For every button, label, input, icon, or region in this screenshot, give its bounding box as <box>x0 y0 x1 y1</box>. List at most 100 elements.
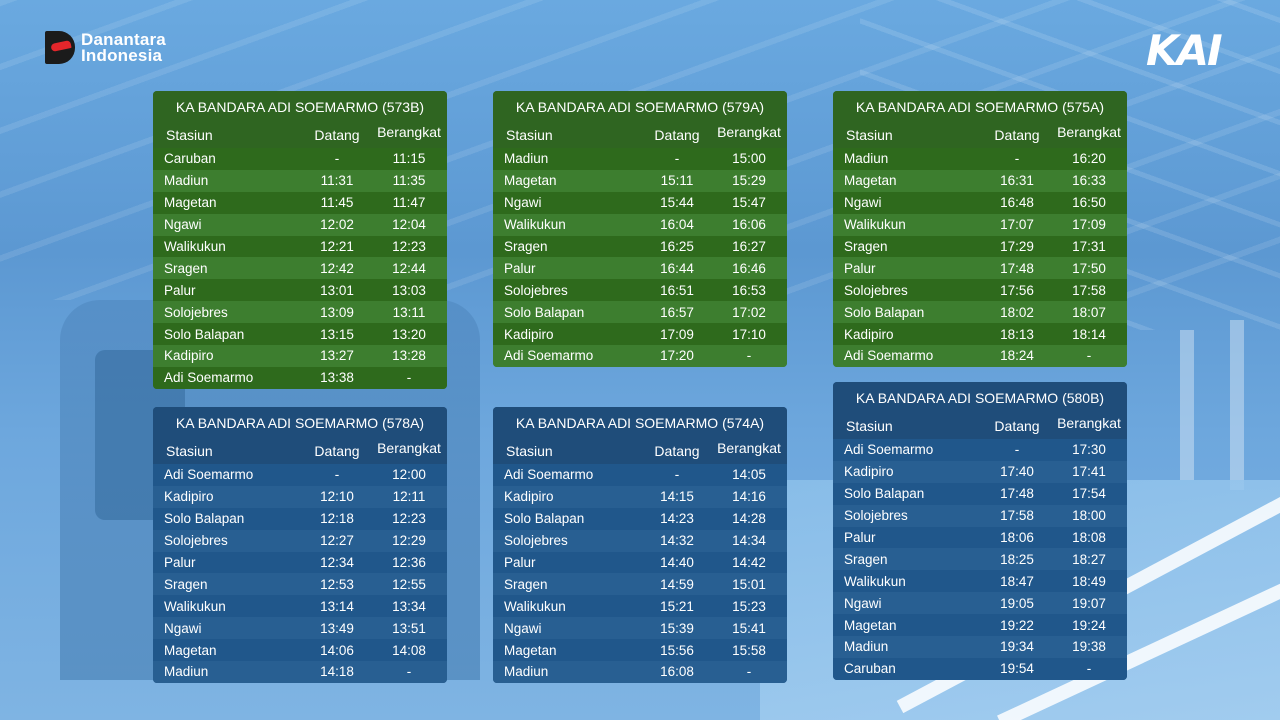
table-row: Solojebres 12:27 12:29 <box>153 529 447 552</box>
arrive-cell: 14:06 <box>320 642 354 658</box>
schedule-header-row: Stasiun Datang Berangkat <box>153 121 447 148</box>
schedule-rows: Adi Soemarmo - 12:00 Kadipiro 12:10 12:11 Solo… <box>153 464 447 683</box>
station-cell: Madiun <box>844 639 889 655</box>
table-row: Palur 17:48 17:50 <box>833 257 1127 280</box>
depart-cell: 16:53 <box>732 282 766 298</box>
depart-cell: 17:30 <box>1072 442 1106 458</box>
table-row: Adi Soemarmo 18:24 - <box>833 345 1127 367</box>
arrive-cell: 11:31 <box>320 173 354 189</box>
table-row: Walikukun 16:04 16:06 <box>493 213 787 236</box>
header-station: Stasiun <box>166 126 213 143</box>
header-depart: Berangkat <box>1057 123 1121 140</box>
schedule-rows: Madiun - 16:20 Magetan 16:31 16:33 Ngawi 16:48 1… <box>833 148 1127 367</box>
table-row: Walikukun 18:47 18:49 <box>833 570 1127 593</box>
table-row: Solo Balapan 18:02 18:07 <box>833 301 1127 324</box>
arrive-cell: - <box>334 467 340 483</box>
depart-cell: 13:20 <box>392 326 426 342</box>
depart-cell: 19:07 <box>1072 595 1106 611</box>
station-cell: Madiun <box>844 151 889 167</box>
station-cell: Caruban <box>844 661 896 677</box>
header-station: Stasiun <box>846 417 893 434</box>
arrive-cell: 12:10 <box>320 489 354 505</box>
station-cell: Sragen <box>504 239 548 254</box>
arrive-cell: - <box>1014 151 1020 167</box>
table-row: Ngawi 13:49 13:51 <box>153 617 447 640</box>
arrive-cell: 18:06 <box>1000 530 1034 545</box>
danantara-logo-line1: Danantara <box>81 29 166 49</box>
arrive-cell: 13:49 <box>320 620 354 636</box>
table-row: Adi Soemarmo - 14:05 <box>493 464 787 486</box>
depart-cell: 14:16 <box>732 489 766 505</box>
station-cell: Ngawi <box>504 620 542 636</box>
station-cell: Sragen <box>504 576 548 592</box>
table-row: Palur 18:06 18:08 <box>833 526 1127 549</box>
station-cell: Kadipiro <box>164 348 214 364</box>
depart-cell: 14:42 <box>732 555 766 570</box>
arrive-cell: 13:38 <box>320 370 354 386</box>
station-cell: Kadipiro <box>844 464 894 480</box>
depart-cell: 16:50 <box>1072 195 1106 211</box>
table-row: Solo Balapan 13:15 13:20 <box>153 323 447 346</box>
depart-cell: 15:23 <box>732 598 766 614</box>
table-row: Adi Soemarmo - 12:00 <box>153 464 447 486</box>
depart-cell: 12:00 <box>392 467 426 483</box>
station-cell: Ngawi <box>504 195 542 211</box>
schedule-card: KA BANDARA ADI SOEMARMO (578A) Stasiun Dat… <box>153 407 447 683</box>
station-cell: Walikukun <box>164 598 226 614</box>
table-row: Magetan 15:11 15:29 <box>493 169 787 192</box>
table-row: Walikukun 12:21 12:23 <box>153 235 447 258</box>
arrive-cell: 16:25 <box>660 239 694 254</box>
danantara-logo-line2: Indonesia <box>81 45 163 65</box>
depart-cell: 16:33 <box>1072 173 1106 189</box>
header-depart: Berangkat <box>717 439 781 456</box>
station-cell: Palur <box>844 530 876 545</box>
arrive-cell: 14:59 <box>660 576 694 592</box>
depart-cell: 14:34 <box>732 533 766 549</box>
arrive-cell: 12:53 <box>320 576 354 592</box>
schedule-rows: Madiun - 15:00 Magetan 15:11 15:29 Ngawi 15:44 1… <box>493 148 787 367</box>
arrive-cell: 13:09 <box>320 304 354 320</box>
depart-cell: 11:47 <box>392 195 426 211</box>
arrive-cell: 18:13 <box>1000 326 1034 342</box>
station-cell: Magetan <box>164 195 217 211</box>
arrive-cell: 17:48 <box>1000 486 1034 502</box>
table-row: Madiun 16:08 - <box>493 661 787 683</box>
table-row: Magetan 19:22 19:24 <box>833 614 1127 637</box>
table-row: Palur 13:01 13:03 <box>153 279 447 302</box>
station-cell: Ngawi <box>844 595 882 611</box>
depart-cell: 12:44 <box>392 260 426 276</box>
danantara-logo-icon <box>45 31 75 64</box>
arrive-cell: 19:54 <box>1000 661 1034 677</box>
table-row: Kadipiro 17:40 17:41 <box>833 460 1127 483</box>
arrive-cell: 15:39 <box>660 620 694 636</box>
arrive-cell: 15:11 <box>660 173 694 189</box>
arrive-cell: 18:02 <box>1000 304 1034 320</box>
station-cell: Walikukun <box>844 573 906 589</box>
arrive-cell: 19:05 <box>1000 595 1034 611</box>
schedule-rows: Caruban - 11:15 Madiun 11:31 11:35 Magetan 11:4… <box>153 148 447 389</box>
kai-logo: KAI <box>1146 30 1238 72</box>
header-arrive: Datang <box>654 442 700 459</box>
table-row: Madiun - 16:20 <box>833 148 1127 170</box>
header-station: Stasiun <box>846 126 893 143</box>
arrive-cell: 19:34 <box>1000 639 1034 655</box>
table-row: Adi Soemarmo 17:20 - <box>493 345 787 367</box>
schedule-header-row: Stasiun Datang Berangkat <box>493 121 787 148</box>
depart-cell: 15:01 <box>732 576 766 592</box>
station-cell: Madiun <box>504 664 549 680</box>
station-cell: Solojebres <box>504 533 568 549</box>
arrive-cell: 12:34 <box>320 555 354 570</box>
depart-cell: 18:49 <box>1072 573 1106 589</box>
station-cell: Solojebres <box>844 282 908 298</box>
table-row: Kadipiro 12:10 12:11 <box>153 485 447 508</box>
depart-cell: 19:38 <box>1072 639 1106 655</box>
depart-cell: 16:27 <box>732 239 766 254</box>
kai-logo-text: KAI <box>1146 26 1223 75</box>
station-cell: Palur <box>504 555 536 570</box>
station-cell: Kadipiro <box>504 326 554 342</box>
table-row: Kadipiro 18:13 18:14 <box>833 323 1127 346</box>
arrive-cell: - <box>334 151 340 167</box>
table-row: Palur 14:40 14:42 <box>493 551 787 574</box>
station-cell: Walikukun <box>844 217 906 233</box>
table-row: Adi Soemarmo - 17:30 <box>833 439 1127 461</box>
